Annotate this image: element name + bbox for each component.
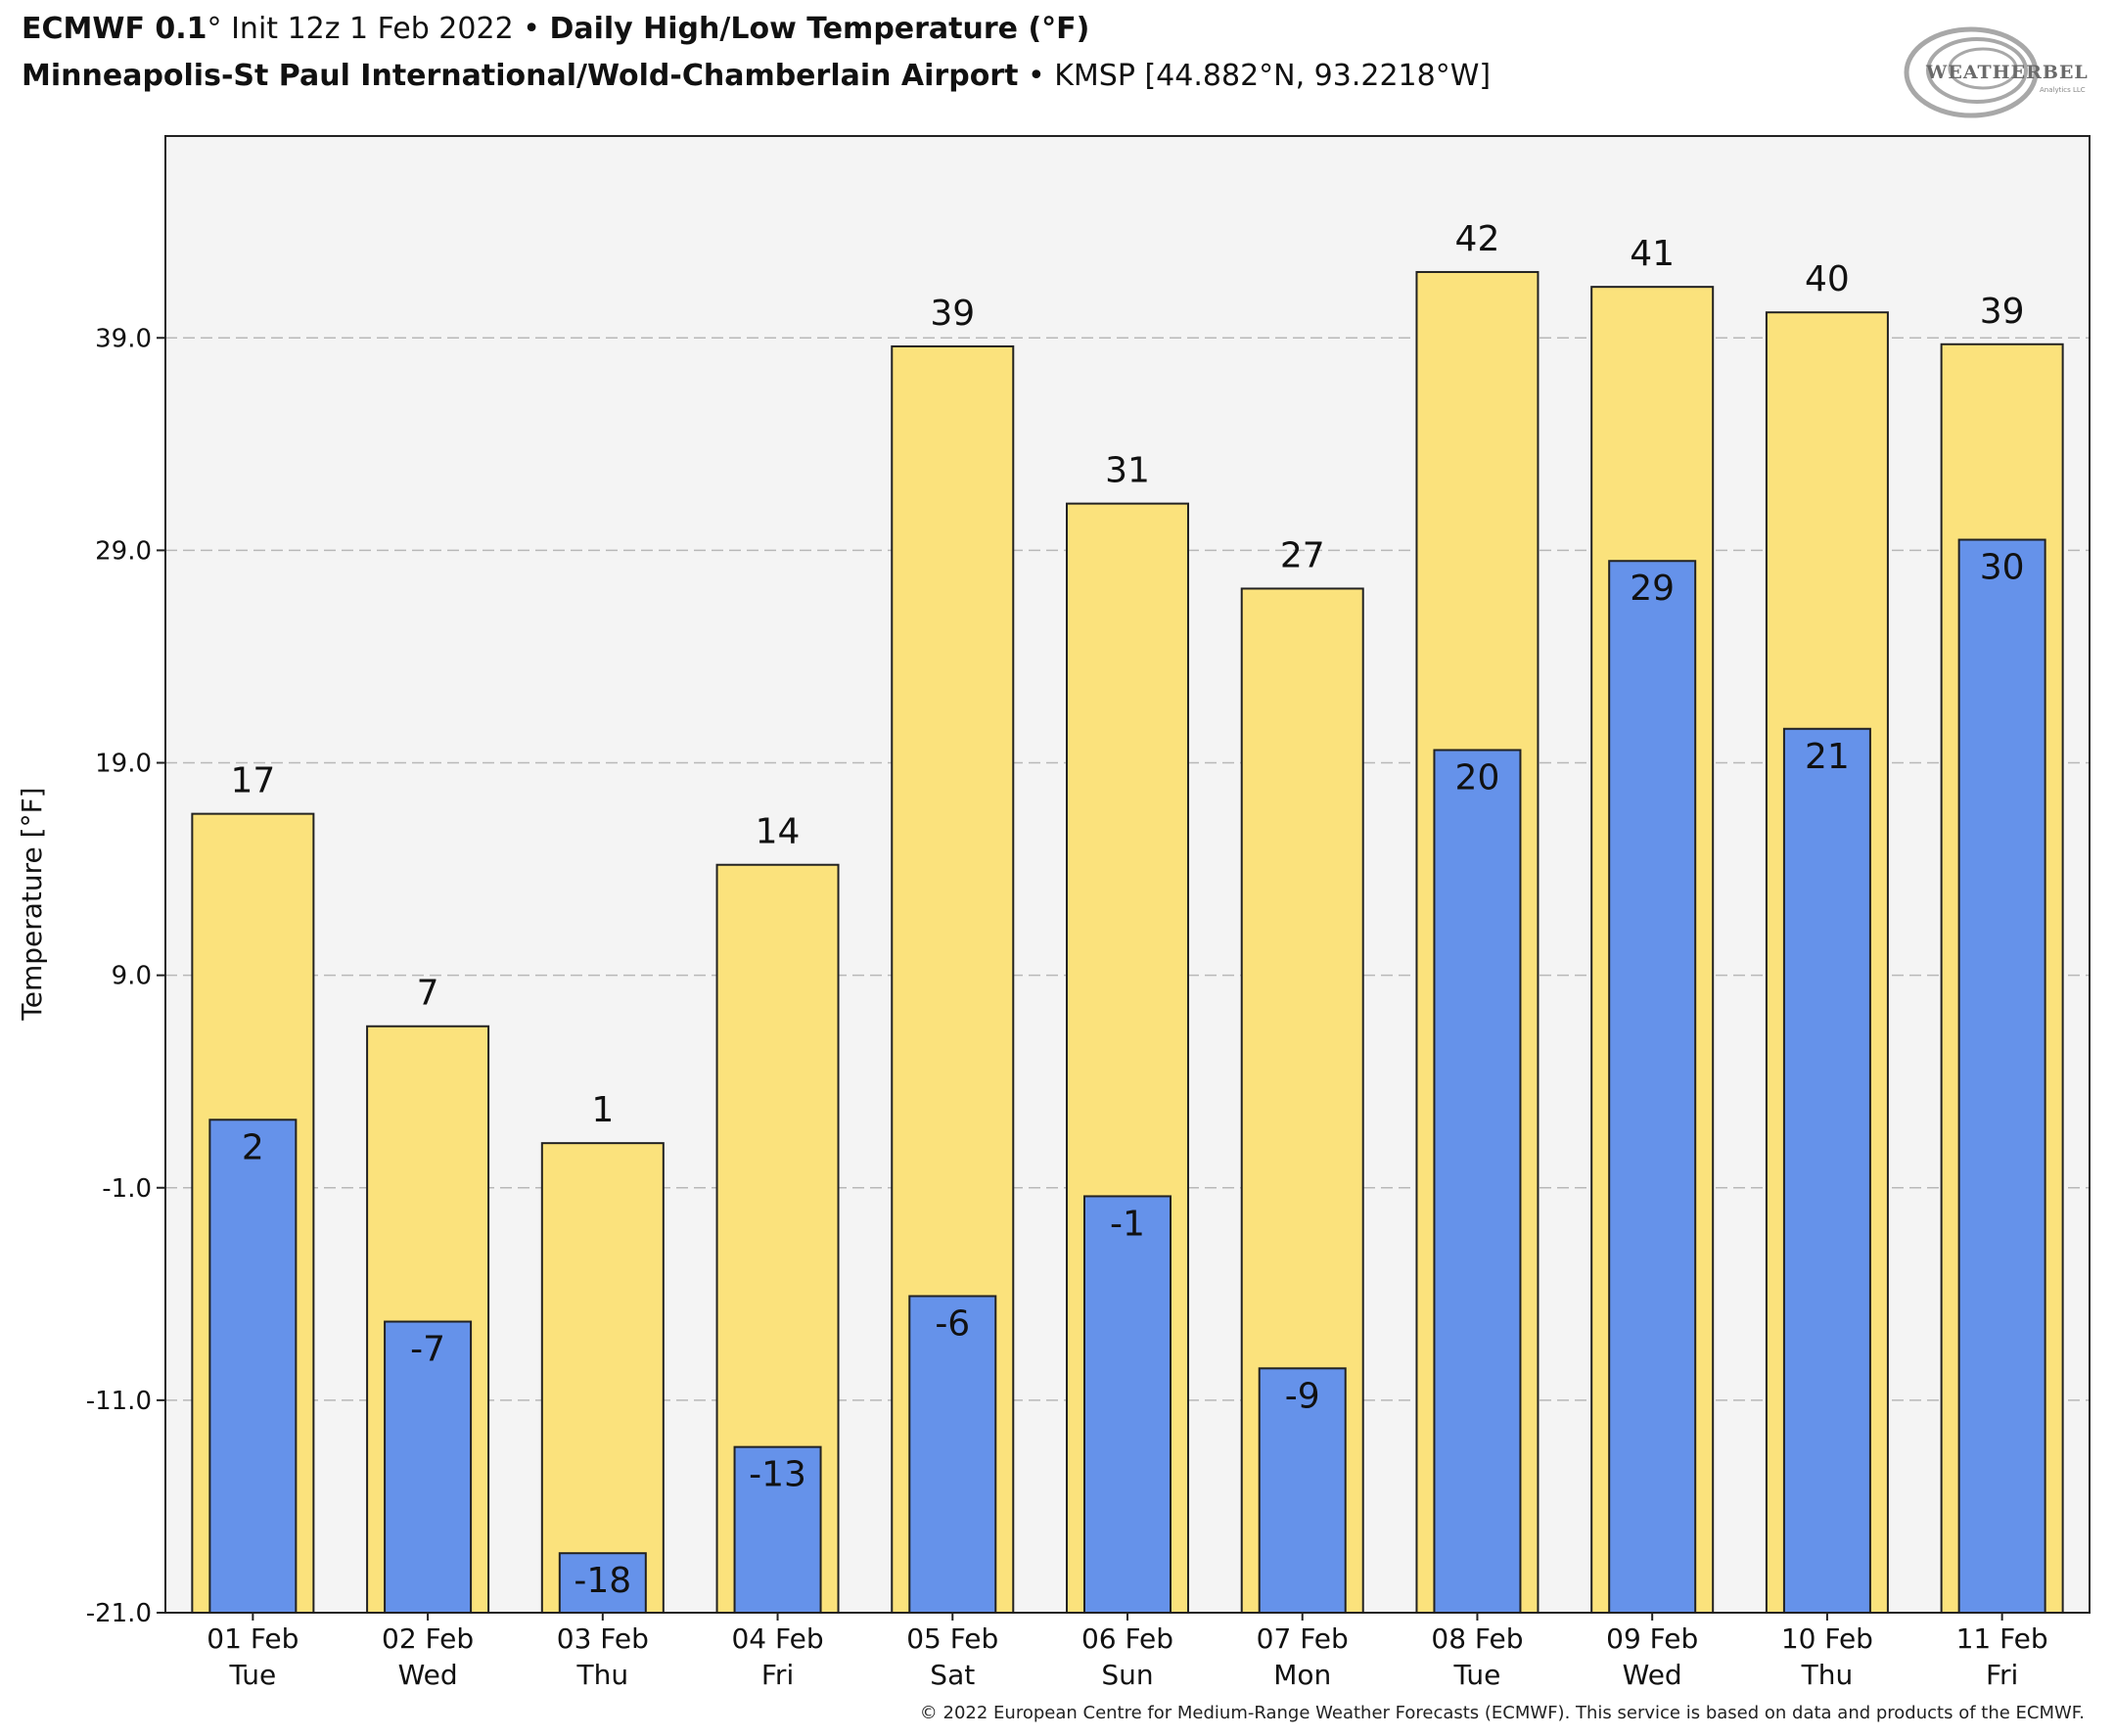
- logo-text: WEATHERBELL: [1925, 62, 2089, 83]
- x-tick-weekday: Thu: [1801, 1659, 1854, 1691]
- station-info: KMSP [44.882°N, 93.2218°W]: [1054, 59, 1492, 93]
- copyright-notice: © 2022 European Centre for Medium-Range …: [919, 1703, 2085, 1723]
- x-tick-date: 04 Feb: [731, 1622, 823, 1655]
- y-tick-label: -11.0: [86, 1387, 152, 1416]
- logo-subtext: Analytics LLC: [2040, 86, 2086, 94]
- y-axis: 39.0 29.0 19.0 9.0 -1.0 -11.0 -21.0: [86, 324, 165, 1628]
- low-temp-label: -18: [574, 1561, 631, 1601]
- low-temp-label: 21: [1805, 737, 1850, 777]
- low-temp-label: 2: [242, 1127, 264, 1167]
- x-tick-date: 05 Feb: [906, 1622, 998, 1655]
- x-tick-date: 02 Feb: [382, 1622, 474, 1655]
- x-tick-date: 07 Feb: [1257, 1622, 1349, 1655]
- high-temp-label: 14: [756, 812, 801, 852]
- high-temp-label: 27: [1280, 535, 1325, 575]
- bars: 1727-71-1814-1339-631-127-94220412940213…: [191, 219, 2064, 1615]
- high-temp-label: 42: [1455, 219, 1500, 259]
- high-temp-label: 1: [591, 1090, 614, 1130]
- high-temp-bar: [540, 1142, 665, 1614]
- low-temp-label: -13: [749, 1455, 806, 1495]
- weatherbell-logo: WEATHERBELL Analytics LLC: [1904, 26, 2089, 118]
- chart-subtitle: Minneapolis-St Paul International/Wold-C…: [22, 59, 1491, 93]
- high-temp-label: 39: [930, 294, 975, 334]
- model-name: ECMWF 0.1: [22, 12, 207, 46]
- x-tick-date: 01 Feb: [207, 1622, 299, 1655]
- x-tick-date: 03 Feb: [557, 1622, 649, 1655]
- high-temp-label: 7: [417, 974, 439, 1014]
- high-temp-label: 40: [1805, 259, 1850, 299]
- x-tick-date: 06 Feb: [1081, 1622, 1173, 1655]
- low-temp-bar: [208, 1119, 298, 1614]
- x-tick-weekday: Wed: [1623, 1659, 1682, 1691]
- high-temp-label: 31: [1105, 451, 1150, 491]
- x-tick-weekday: Tue: [228, 1659, 276, 1691]
- x-tick-date: 09 Feb: [1606, 1622, 1698, 1655]
- chart-title: ECMWF 0.1° Init 12z 1 Feb 2022 • Daily H…: [22, 12, 1089, 46]
- high-temp-label: 39: [1980, 292, 2025, 332]
- low-temp-bar: [384, 1320, 473, 1615]
- x-tick-date: 11 Feb: [1956, 1622, 2048, 1655]
- y-tick-label: 9.0: [112, 962, 152, 991]
- x-tick-weekday: Mon: [1273, 1659, 1331, 1691]
- x-tick-weekday: Sun: [1101, 1659, 1153, 1691]
- x-tick-weekday: Sat: [930, 1659, 975, 1691]
- low-temp-bar: [1083, 1195, 1172, 1615]
- low-temp-bar: [1608, 560, 1697, 1614]
- x-tick-date: 08 Feb: [1431, 1622, 1523, 1655]
- low-temp-label: -7: [410, 1330, 445, 1370]
- x-tick-weekday: Fri: [1986, 1659, 2018, 1691]
- low-temp-bar: [558, 1552, 647, 1615]
- subtitle-separator: •: [1028, 59, 1045, 93]
- x-tick-weekday: Thu: [576, 1659, 629, 1691]
- y-tick-label: -21.0: [86, 1599, 152, 1628]
- low-temp-label: 30: [1980, 548, 2025, 588]
- y-tick-label: 19.0: [95, 750, 152, 779]
- x-tick-date: 10 Feb: [1781, 1622, 1873, 1655]
- x-tick-weekday: Wed: [398, 1659, 458, 1691]
- x-tick-weekday: Fri: [761, 1659, 794, 1691]
- low-temp-label: -1: [1110, 1204, 1145, 1244]
- degree-symbol: °: [207, 12, 222, 46]
- high-temp-label: 41: [1630, 234, 1675, 274]
- y-tick-label: 29.0: [95, 536, 152, 566]
- init-time: Init 12z 1 Feb 2022: [221, 12, 524, 46]
- low-temp-label: -6: [935, 1303, 970, 1344]
- low-temp-bar: [908, 1295, 997, 1615]
- low-temp-label: 20: [1455, 757, 1500, 798]
- y-tick-label: -1.0: [102, 1174, 152, 1204]
- product-name: Daily High/Low Temperature (°F): [549, 12, 1090, 46]
- station-name: Minneapolis-St Paul International/Wold-C…: [22, 59, 1019, 93]
- y-axis-label: Temperature [°F]: [16, 787, 48, 1021]
- x-tick-weekday: Tue: [1453, 1659, 1501, 1691]
- low-temp-bar: [1782, 727, 1871, 1614]
- title-separator: •: [523, 12, 540, 46]
- high-temp-label: 17: [230, 761, 275, 801]
- y-tick-label: 39.0: [95, 324, 152, 353]
- x-axis: 01 Feb Tue 02 Feb Wed 03 Feb Thu 04 Feb Fri 05 F…: [207, 1613, 2048, 1691]
- swirl-icon: [1904, 26, 2039, 118]
- low-temp-label: -9: [1285, 1376, 1320, 1416]
- low-temp-label: 29: [1630, 569, 1675, 609]
- low-temp-bar: [1433, 749, 1522, 1614]
- low-temp-bar: [1957, 538, 2046, 1614]
